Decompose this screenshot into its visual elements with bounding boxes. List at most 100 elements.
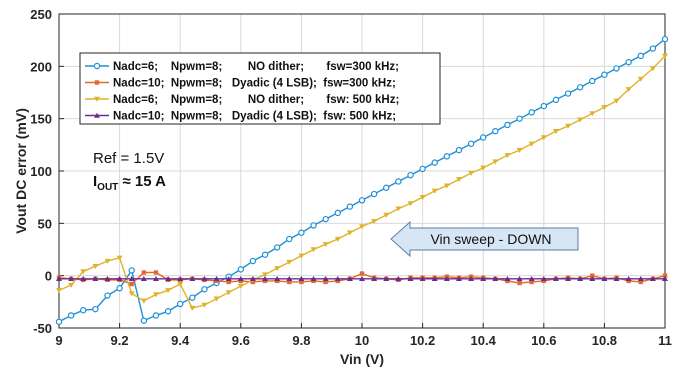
series-1-point	[564, 90, 572, 97]
series-4-point	[528, 276, 535, 282]
series-1-point	[55, 318, 63, 325]
series-1-point	[649, 45, 657, 52]
series-4-point	[140, 276, 147, 282]
series-4-point	[662, 276, 668, 282]
series-1	[55, 35, 669, 325]
x-tick-label: 9.2	[111, 333, 129, 348]
series-4-point	[492, 276, 499, 282]
series-1-point	[116, 285, 123, 292]
series-4-point	[322, 276, 329, 282]
series-4-point	[286, 276, 293, 282]
series-4-point	[552, 276, 559, 282]
series-4-point	[298, 276, 305, 282]
x-tick-label: 10.8	[592, 333, 617, 348]
series-1-point	[298, 229, 305, 236]
series-3-point	[56, 288, 62, 294]
series-1-point	[419, 165, 426, 173]
series-3-point	[262, 272, 269, 278]
series-1-point	[443, 153, 451, 160]
x-tick-label: 11	[658, 333, 672, 348]
series-2-point	[359, 271, 365, 276]
series-3-point	[625, 87, 632, 93]
series-3-point	[552, 129, 559, 135]
series-4-point	[104, 276, 111, 282]
legend-marker-2	[94, 80, 100, 85]
series-1-point	[637, 52, 644, 60]
series-1-point	[552, 96, 560, 104]
series-1-point	[431, 159, 438, 166]
y-tick-label: 250	[30, 7, 52, 22]
legend-items: Nadc=6; Npwm=8; NO dither; fsw=300 kHz; N…	[85, 61, 399, 123]
x-tick-label: 10.4	[471, 333, 497, 348]
series-3-point	[443, 183, 450, 189]
series-1-point	[201, 286, 208, 293]
series-1-point	[152, 312, 160, 319]
series-3-point	[152, 292, 159, 298]
series-4-point	[649, 276, 656, 282]
series-2-point	[662, 273, 668, 278]
series-4-point	[237, 276, 244, 282]
y-axis-ticks: -50 0 50 100 150 200 250	[30, 7, 64, 336]
series-1-point	[322, 215, 329, 223]
series-4-point	[371, 276, 378, 282]
series-3-point	[395, 206, 402, 212]
series-3-point	[455, 177, 462, 183]
series-3-point	[637, 76, 644, 82]
series-3-point	[201, 302, 208, 308]
series-3-point	[565, 123, 572, 129]
series-3-point	[225, 290, 232, 296]
series-4-point	[213, 276, 220, 282]
series-2-point	[638, 279, 643, 285]
legend-entry-2: Nadc=10; Npwm=8; Dyadic (4 LSB); fsw=300…	[113, 78, 396, 90]
series-1-point	[104, 292, 111, 299]
series-1-point	[504, 121, 511, 129]
series-3-point	[528, 141, 535, 147]
series-4-point	[468, 276, 475, 282]
series-4-point	[189, 276, 196, 282]
series-3-point	[346, 230, 353, 236]
legend-entry-1: Nadc=6; Npwm=8; NO dither; fsw=300 kHz;	[113, 61, 399, 73]
series-1-point	[67, 312, 75, 319]
series-1-point	[455, 146, 463, 154]
series-4-point	[80, 276, 87, 282]
iout-subscript: OUT	[97, 182, 118, 193]
series-1-point	[540, 102, 548, 110]
series-4-point	[334, 276, 341, 282]
series-1-point	[334, 209, 341, 217]
series-2-point	[299, 279, 304, 285]
series-3-point	[407, 201, 414, 207]
series-3-point	[322, 242, 329, 248]
x-tick-label: 10.2	[410, 333, 435, 348]
series-4-point	[443, 276, 450, 282]
series-3-point	[92, 264, 99, 270]
series-4-point	[395, 276, 402, 282]
series-3-point	[116, 255, 123, 261]
series-2-point	[226, 279, 231, 285]
series-4-point	[613, 276, 620, 282]
series-4-point	[589, 276, 596, 282]
series-1-point	[128, 267, 135, 274]
x-tick-label: 10	[355, 333, 369, 348]
series-3-point	[480, 165, 487, 171]
series-1-point	[286, 235, 293, 243]
series-1-point	[576, 84, 584, 91]
y-tick-label: 0	[45, 269, 52, 284]
series-3-point	[649, 66, 656, 72]
series-1-point	[625, 58, 632, 66]
series-4-point	[128, 276, 135, 282]
series-3-point	[310, 247, 317, 253]
legend-marker-1	[93, 62, 101, 70]
series-4-point	[540, 276, 547, 282]
series-1-point	[516, 115, 523, 122]
series-1-point	[467, 140, 475, 147]
series-3	[56, 53, 668, 311]
y-tick-label: -50	[33, 321, 52, 336]
sweep-arrow-label: Vin sweep - DOWN	[430, 231, 551, 247]
series-4-point	[516, 276, 523, 282]
series-3-point	[419, 194, 426, 200]
series-4-point	[480, 276, 487, 282]
y-axis-label: Vout DC error (mV)	[13, 108, 29, 234]
series-4-point	[92, 276, 99, 282]
series-3-point	[237, 283, 244, 289]
iout-annotation: IOUT ≈ 15 A	[93, 173, 166, 193]
